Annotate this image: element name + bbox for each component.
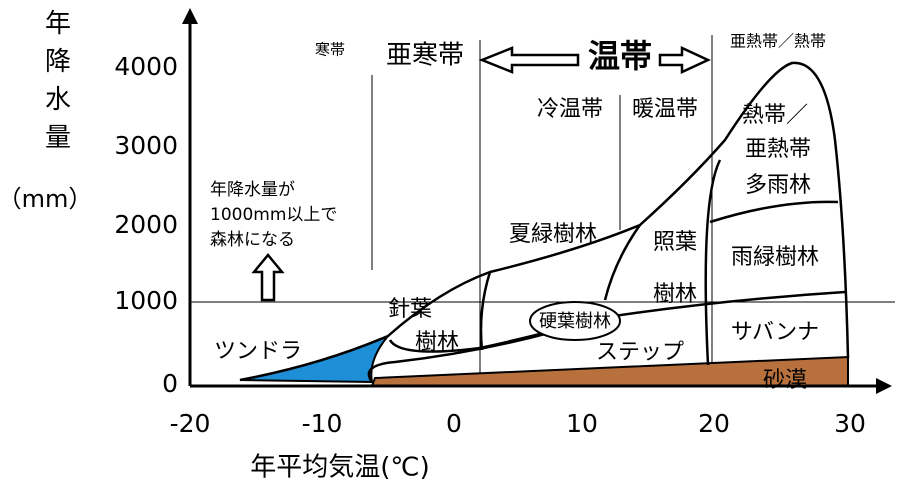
- biome-label: 亜熱帯: [745, 137, 811, 162]
- x-tick-label: -10: [302, 409, 343, 438]
- boundary: [704, 159, 722, 366]
- biome-label: 樹林: [415, 330, 459, 355]
- y-tick-label: 3000: [114, 131, 178, 160]
- x-axis-arrow: [876, 378, 892, 394]
- biome-label: ツンドラ: [214, 339, 302, 364]
- label: 温帯: [588, 37, 652, 75]
- up-arrow: [251, 253, 285, 302]
- y-axis-arrow: [182, 8, 198, 24]
- biome-envelope: [239, 61, 850, 382]
- label: 亜熱帯／熱帯: [730, 32, 826, 51]
- biome-label: 樹林: [653, 282, 697, 307]
- biome-label: 針葉: [388, 297, 432, 322]
- y-tick-label: 2000: [114, 210, 178, 239]
- biome-label: 雨緑樹林: [731, 245, 819, 270]
- labels: 0 1000 2000 3000 4000 -20 -10 0 10 20 30 年平均気温(℃) 年降…: [0, 9, 866, 483]
- y-axis-title: 年降水量: [41, 9, 71, 161]
- x-tick-label: 30: [834, 409, 866, 438]
- x-tick-label: 0: [446, 409, 462, 438]
- y-axis-unit: （mm）: [0, 185, 92, 213]
- biome-label: 夏緑樹林: [509, 222, 597, 247]
- biome-label: 照葉: [653, 230, 697, 255]
- y-tick-label: 4000: [114, 52, 178, 81]
- annotation: 年降水量が: [210, 180, 295, 200]
- biome-label: ステップ: [596, 340, 684, 365]
- x-tick-label: 10: [566, 409, 598, 438]
- arrow: [658, 46, 711, 74]
- biome-label: 硬葉樹林: [539, 311, 611, 332]
- biome-label: 熱帯／: [742, 103, 808, 128]
- biome-label: 多雨林: [745, 173, 811, 198]
- boundary: [603, 224, 642, 301]
- boundary: [479, 271, 492, 351]
- sclerophyll-ellipse: [529, 301, 621, 341]
- biome-label: 砂漠: [763, 368, 807, 393]
- boundary: [709, 200, 839, 224]
- y-tick-label: 0: [162, 369, 178, 398]
- label: 冷温帯: [537, 97, 603, 122]
- label: 寒帯: [315, 41, 345, 59]
- x-axis-title: 年平均気温(℃): [250, 453, 430, 483]
- y-tick-label: 1000: [114, 286, 178, 315]
- annotation: 1000mm以上で: [210, 205, 337, 225]
- annotation: 森林になる: [210, 230, 295, 250]
- biome-label: サバンナ: [731, 320, 819, 345]
- label: 暖温帯: [632, 97, 698, 122]
- label: 亜寒帯: [386, 41, 464, 71]
- x-tick-label: 20: [698, 409, 730, 438]
- x-tick-label: -20: [170, 409, 211, 438]
- arrow: [478, 46, 580, 74]
